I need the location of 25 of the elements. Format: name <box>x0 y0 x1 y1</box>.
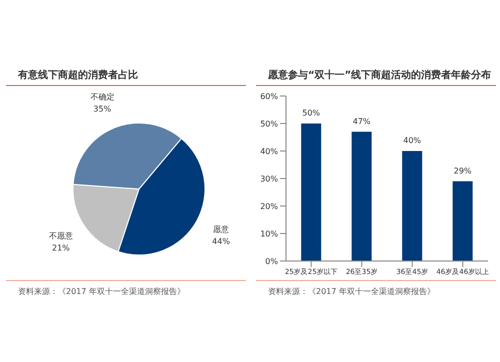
data-label: 44% <box>212 236 230 246</box>
data-label: 47% <box>352 116 371 126</box>
y-tick-label: 60% <box>260 92 278 101</box>
data-label: 21% <box>52 243 70 252</box>
chart-title: 有意线下商超的消费者占比 <box>6 68 246 86</box>
text: 资料来源：《2017 年双十一全渠道洞察报告》 <box>17 286 186 297</box>
slice-label: 不愿意 <box>48 231 73 240</box>
data-label: 29% <box>454 166 472 176</box>
chart-title: 愿意参与“双十一”线下商超活动的消费者年龄分布 <box>256 68 496 86</box>
data-label: 50% <box>302 108 320 118</box>
data-label: 35% <box>93 104 112 114</box>
bar <box>402 151 422 261</box>
bar <box>352 132 372 261</box>
y-tick-label: 20% <box>260 202 278 211</box>
y-tick-label: 0% <box>265 256 278 266</box>
y-tick-label: 30% <box>260 174 278 184</box>
y-tick-label: 10% <box>260 229 278 238</box>
slice-label: 不确定 <box>90 92 114 102</box>
text: 资料来源：《2017 年双十一全渠道洞察报告》 <box>267 286 436 297</box>
y-tick-label: 40% <box>260 146 278 156</box>
slice-label: 愿意 <box>213 224 230 234</box>
y-tick-label: 50% <box>260 119 278 128</box>
data-label: 40% <box>403 136 422 145</box>
bar <box>301 124 322 261</box>
bar <box>452 181 473 261</box>
